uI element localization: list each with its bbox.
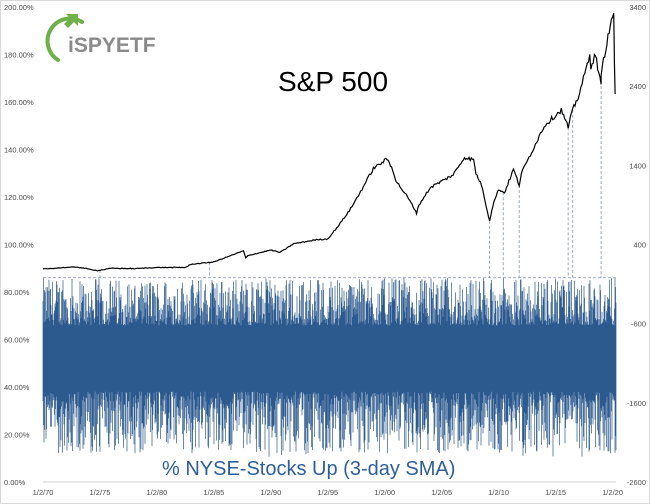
right-tick-label: 2400 [629, 82, 646, 91]
right-tick-label: -2600 [627, 478, 646, 487]
right-tick-label: 3400 [629, 3, 646, 12]
left-tick-label: 20.00% [4, 431, 30, 440]
x-tick-label: 1/2/90 [260, 488, 281, 497]
left-tick-label: 100.00% [4, 241, 34, 250]
right-axis: -2600 -1600 -600 400 1400 2400 3400 [627, 3, 646, 487]
breadth-subtitle: % NYSE-Stocks Up (3-day SMA) [162, 458, 455, 480]
left-tick-label: 200.00% [4, 3, 34, 12]
left-tick-label: 140.00% [4, 146, 34, 155]
marked-date-guides [99, 86, 602, 278]
ispyetf-logo: iSPYETF [45, 14, 156, 62]
left-tick-label: 40.00% [4, 383, 30, 392]
left-tick-label: 80.00% [4, 288, 30, 297]
x-tick-label: 1/2/15 [545, 488, 566, 497]
x-tick-label: 1/2/05 [431, 488, 452, 497]
logo-text: iSPYETF [68, 34, 156, 57]
left-tick-label: 60.00% [4, 336, 30, 345]
x-tick-label: 1/2/20 [602, 488, 623, 497]
logo-arrow-icon [64, 14, 78, 28]
x-tick-label: 1/2/75 [90, 488, 111, 497]
chart-title: S&P 500 [278, 66, 388, 97]
x-tick-label: 1/2/80 [146, 488, 167, 497]
left-tick-label: 180.00% [4, 51, 34, 60]
x-tick-label: 1/2/00 [374, 488, 395, 497]
sp500-line [42, 13, 616, 272]
x-tick-label: 1/2/95 [317, 488, 338, 497]
breadth-series [42, 277, 617, 457]
right-tick-label: 1400 [629, 161, 646, 170]
x-axis: 1/2/70 1/2/75 1/2/80 1/2/85 1/2/90 1/2/95 1/2/… [33, 481, 623, 497]
x-tick-label: 1/2/10 [488, 488, 509, 497]
left-tick-label: 0.00% [4, 478, 26, 487]
right-tick-label: -1600 [627, 399, 646, 408]
left-tick-label: 120.00% [4, 193, 34, 202]
breadth-bars [42, 277, 617, 457]
right-tick-label: 400 [633, 241, 646, 250]
x-tick-label: 1/2/70 [33, 488, 54, 497]
right-tick-label: -600 [631, 320, 646, 329]
x-tick-label: 1/2/85 [203, 488, 224, 497]
left-tick-label: 160.00% [4, 98, 34, 107]
left-axis: 0.00% 20.00% 40.00% 60.00% 80.00% 100.00% 120.… [4, 3, 34, 487]
